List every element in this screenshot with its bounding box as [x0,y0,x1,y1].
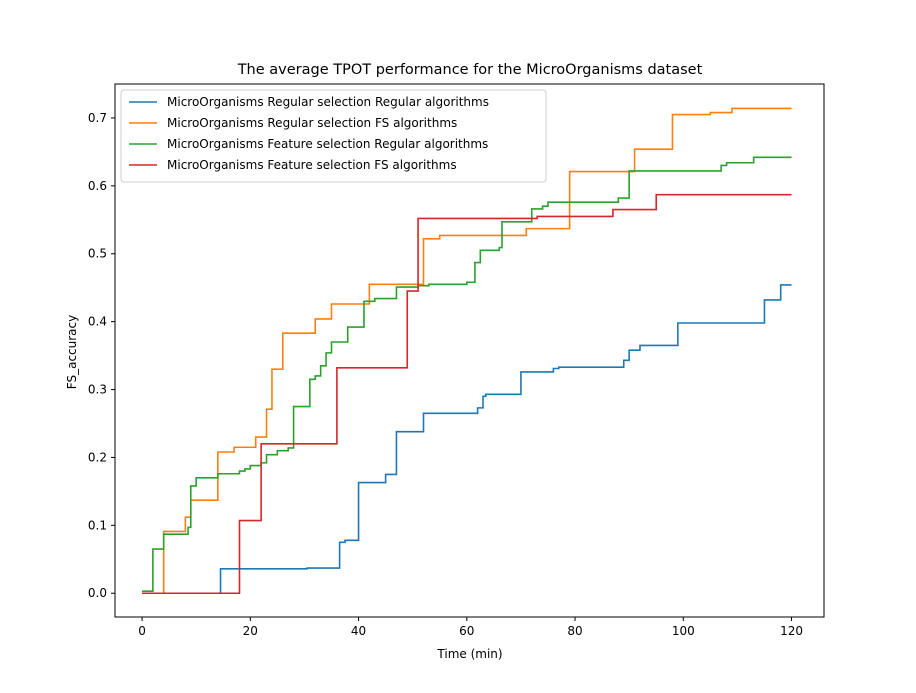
y-tick-label: 0.5 [88,247,107,261]
series-line-3 [142,156,792,592]
y-tick-label: 0.0 [88,586,107,600]
series-line-4 [142,193,792,595]
y-tick-label: 0.3 [88,383,107,397]
axes-frame [114,83,825,618]
x-tick-label: 40 [351,624,366,638]
y-axis: 0.0 0.1 0.2 0.3 0.4 0.5 0.6 0.7 [88,111,115,600]
legend-entry: MicroOrganisms Regular selection FS algo… [167,116,457,130]
legend-entry: MicroOrganisms Regular selection Regular… [167,95,489,109]
x-tick-label: 60 [459,624,474,638]
chart-title: The average TPOT performance for the Mic… [237,62,703,78]
y-tick-label: 0.7 [88,111,107,125]
x-tick-label: 100 [672,624,695,638]
legend: MicroOrganisms Regular selection Regular… [120,89,547,183]
x-tick-label: 0 [138,624,146,638]
legend-box [120,89,547,183]
legend-entry: MicroOrganisms Feature selection FS algo… [167,158,457,172]
y-tick-label: 0.2 [88,450,107,464]
x-axis-label: Time (min) [436,647,502,661]
y-tick-label: 0.1 [88,518,107,532]
x-tick-label: 120 [780,624,803,638]
x-axis: 0 20 40 60 80 100 120 [138,617,803,638]
plot-area [114,83,825,618]
legend-entry: MicroOrganisms Feature selection Regular… [167,137,488,151]
y-axis-label: FS_accuracy [65,315,79,389]
y-tick-label: 0.6 [88,179,107,193]
series-line-1 [142,284,792,595]
y-tick-label: 0.4 [88,315,107,329]
x-tick-label: 80 [567,624,582,638]
x-tick-label: 20 [243,624,258,638]
series-line-2 [142,107,792,595]
